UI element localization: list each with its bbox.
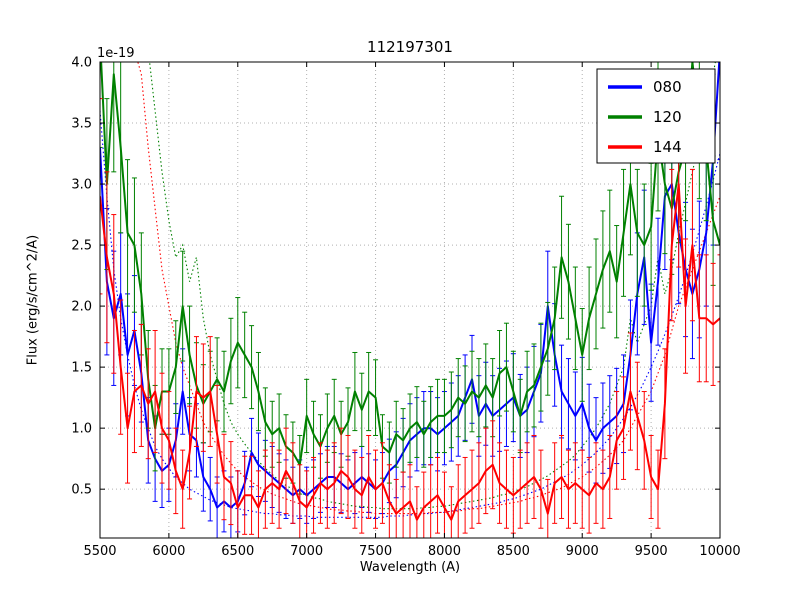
x-axis-label: Wavelength (A) <box>359 560 461 575</box>
y-tick-label: 1.0 <box>71 422 92 437</box>
y-tick-label: 3.5 <box>71 117 92 132</box>
x-tick-label: 7500 <box>359 544 392 559</box>
legend-label-120: 120 <box>653 108 682 126</box>
chart-title: 112197301 <box>367 38 453 56</box>
x-tick-label: 7000 <box>290 544 323 559</box>
x-tick-label: 8500 <box>497 544 530 559</box>
x-tick-label: 6500 <box>221 544 254 559</box>
y-tick-label: 4.0 <box>71 56 92 71</box>
series-line-144 <box>100 183 720 521</box>
series-144 <box>100 98 720 538</box>
x-tick-label: 10000 <box>699 544 740 559</box>
y-tick-label: 2.0 <box>71 300 92 315</box>
y-axis-label: Flux (erg/s/cm^2/A) <box>25 234 41 366</box>
axis-ticks <box>99 61 721 538</box>
x-tick-label: 8000 <box>428 544 461 559</box>
x-tick-label: 9000 <box>566 544 599 559</box>
x-tick-label: 6000 <box>152 544 185 559</box>
x-tick-label: 5500 <box>83 544 116 559</box>
x-tick-label: 9500 <box>635 544 668 559</box>
legend-label-144: 144 <box>653 138 682 156</box>
legend-label-080: 080 <box>653 78 682 96</box>
y-tick-label: 3.0 <box>71 178 92 193</box>
y-tick-label: 2.5 <box>71 239 92 254</box>
y-tick-label: 0.5 <box>71 483 92 498</box>
tick-labels: 5500 6000 6500 7000 7500 8000 8500 9000 9500 1000… <box>71 56 740 560</box>
data-layer <box>100 62 720 538</box>
axes-frame <box>99 61 721 539</box>
legend: 080 120 144 <box>596 68 716 164</box>
y-tick-label: 1.5 <box>71 361 92 376</box>
y-axis-offset-text: 1e-19 <box>97 46 135 61</box>
